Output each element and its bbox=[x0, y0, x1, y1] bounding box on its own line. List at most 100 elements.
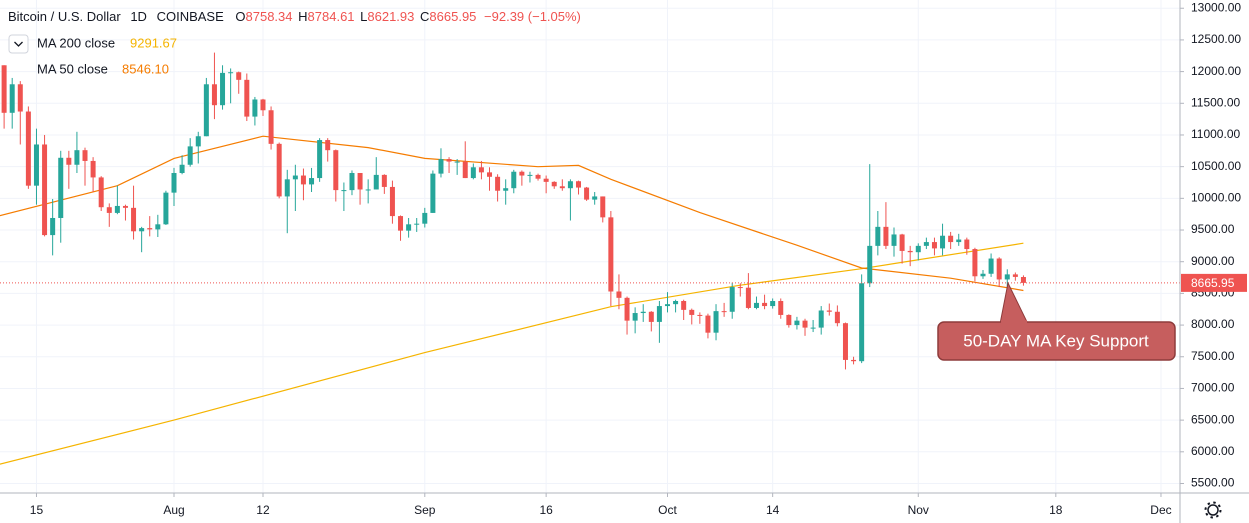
candle-body bbox=[948, 235, 954, 243]
candle-body bbox=[826, 310, 832, 312]
candle-body bbox=[414, 223, 420, 225]
annotation-text: 50-DAY MA Key Support bbox=[963, 331, 1149, 350]
candle-body bbox=[923, 242, 929, 246]
candle-body bbox=[931, 242, 937, 249]
candle-body bbox=[422, 212, 428, 224]
candle-body bbox=[778, 300, 784, 315]
candle-body bbox=[713, 311, 719, 333]
candle-body bbox=[341, 190, 347, 192]
candle-body bbox=[834, 311, 840, 324]
candle-body bbox=[576, 181, 581, 188]
candle-body bbox=[851, 359, 857, 362]
candle-body bbox=[292, 175, 298, 180]
candle-body bbox=[325, 140, 331, 151]
candle-body bbox=[349, 172, 355, 191]
x-tick-label: Dec bbox=[1150, 503, 1171, 517]
candle-body bbox=[171, 172, 177, 193]
y-tick-label: 9000.00 bbox=[1191, 254, 1235, 268]
x-tick-label: 16 bbox=[539, 503, 553, 517]
candle-body bbox=[705, 315, 711, 333]
annotation-joint bbox=[1001, 320, 1027, 324]
candle-body bbox=[228, 72, 234, 74]
candle-body bbox=[616, 291, 622, 298]
ohlc-letter: O bbox=[235, 9, 245, 24]
ohlc-letter: L bbox=[360, 9, 367, 24]
candle-body bbox=[478, 167, 484, 173]
candle-body bbox=[236, 72, 242, 80]
candle-body bbox=[300, 175, 306, 185]
ohlc-value: 8784.61 bbox=[308, 9, 355, 24]
candle-body bbox=[543, 178, 549, 182]
candle-body bbox=[907, 250, 913, 253]
candle-body bbox=[203, 84, 209, 137]
y-tick-label: 13000.00 bbox=[1191, 0, 1241, 14]
candle-body bbox=[988, 258, 994, 274]
ohlc-value: 8665.95 bbox=[429, 9, 476, 24]
candle-body bbox=[252, 99, 258, 117]
candle-body bbox=[276, 143, 282, 197]
candle-body bbox=[211, 84, 217, 106]
candle-body bbox=[17, 84, 23, 112]
candle-body bbox=[365, 189, 371, 191]
candle-body bbox=[50, 217, 56, 236]
y-tick-label: 6000.00 bbox=[1191, 444, 1235, 458]
x-tick-label: Oct bbox=[658, 503, 677, 517]
candle-body bbox=[1, 65, 7, 113]
candle-body bbox=[503, 188, 509, 191]
candle-body bbox=[82, 150, 88, 161]
ohlc-value: 8758.34 bbox=[246, 9, 293, 24]
candle-body bbox=[567, 181, 573, 189]
candle-body bbox=[697, 314, 703, 316]
chevron-icon bbox=[14, 41, 23, 47]
candle-body bbox=[940, 235, 946, 249]
y-tick-label: 12500.00 bbox=[1191, 32, 1241, 46]
candle-body bbox=[373, 174, 379, 190]
candles bbox=[0, 52, 1180, 370]
candle-body bbox=[600, 196, 606, 218]
candle-body bbox=[559, 186, 565, 189]
ohlc-letter: C bbox=[420, 9, 429, 24]
ohlc-value: 8621.93 bbox=[367, 9, 414, 24]
y-tick-label: 8000.00 bbox=[1191, 317, 1235, 331]
candle-body bbox=[131, 207, 137, 232]
candle-body bbox=[980, 273, 986, 277]
candle-body bbox=[1004, 274, 1010, 280]
legend-toggle[interactable] bbox=[8, 34, 29, 54]
candle-body bbox=[899, 234, 905, 251]
y-tick-label: 11000.00 bbox=[1191, 127, 1240, 141]
candle-body bbox=[139, 228, 145, 232]
header: Bitcoin / U.S. Dollar 1D COINBASE O8758.… bbox=[8, 9, 581, 24]
candle-body bbox=[786, 314, 792, 326]
candle-body bbox=[179, 164, 185, 173]
candle-body bbox=[753, 302, 759, 308]
candle-body bbox=[802, 320, 808, 328]
candle-body bbox=[430, 173, 436, 213]
candle-body bbox=[608, 217, 614, 292]
ohlc-letter: H bbox=[298, 9, 307, 24]
candle-body bbox=[762, 302, 768, 307]
candle-body bbox=[721, 311, 727, 313]
candle-body bbox=[1012, 274, 1018, 277]
candle-body bbox=[147, 228, 153, 230]
y-tick-label: 6500.00 bbox=[1191, 412, 1235, 426]
candle-body bbox=[1020, 277, 1026, 283]
candle-body bbox=[656, 306, 662, 322]
x-tick-label: 18 bbox=[1049, 503, 1063, 517]
candle-body bbox=[268, 110, 274, 144]
candle-body bbox=[462, 161, 468, 179]
candle-body bbox=[33, 144, 39, 186]
candle-body bbox=[737, 287, 743, 289]
y-tick-label: 9500.00 bbox=[1191, 222, 1235, 236]
candle-body bbox=[9, 84, 15, 113]
candle-body bbox=[770, 300, 776, 307]
candle-body bbox=[729, 287, 735, 312]
candle-body bbox=[584, 187, 590, 200]
grid bbox=[0, 0, 1180, 493]
candle-body bbox=[487, 172, 493, 177]
settings-icon[interactable] bbox=[1204, 501, 1222, 519]
legend-label: MA 50 close bbox=[37, 61, 108, 76]
candle-body bbox=[794, 320, 800, 326]
candle-body bbox=[309, 178, 315, 185]
